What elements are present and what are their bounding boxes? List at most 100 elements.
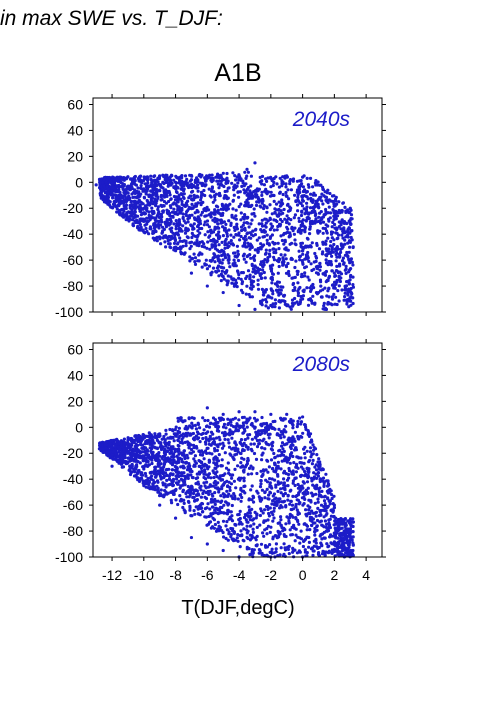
scatter-point: [217, 258, 221, 262]
scatter-point: [207, 187, 211, 191]
scatter-point: [210, 189, 214, 193]
scatter-point: [232, 258, 236, 262]
scatter-point: [322, 213, 326, 217]
scatter-point: [278, 222, 283, 227]
scatter-point: [244, 182, 248, 186]
scatter-point: [313, 533, 317, 537]
scatter-point: [133, 215, 137, 219]
scatter-point: [130, 178, 134, 182]
scatter-point: [263, 217, 267, 221]
scatter-point: [346, 290, 350, 294]
scatter-point: [226, 196, 230, 200]
scatter-point: [284, 265, 289, 269]
scatter-point: [244, 260, 248, 264]
scatter-point: [249, 184, 253, 188]
scatter-point: [159, 488, 163, 492]
scatter-point: [284, 472, 288, 476]
scatter-point: [213, 216, 217, 220]
scatter-point: [317, 215, 321, 219]
scatter-point: [277, 214, 281, 218]
data-point: [348, 206, 352, 210]
scatter-point: [208, 234, 212, 238]
scatter-point: [221, 530, 225, 535]
scatter-point: [144, 226, 148, 231]
scatter-point: [224, 222, 228, 226]
scatter-point: [279, 518, 283, 522]
scatter-point: [235, 285, 239, 289]
scatter-point: [202, 472, 206, 476]
scatter-point: [209, 230, 213, 234]
scatter-point: [203, 484, 207, 488]
data-point: [158, 219, 162, 223]
scatter-point: [183, 440, 187, 444]
scatter-point: [313, 521, 317, 525]
scatter-point: [252, 275, 256, 279]
scatter-point: [158, 462, 162, 466]
scatter-point: [343, 242, 347, 246]
scatter-point: [168, 193, 172, 197]
scatter-point: [181, 216, 185, 220]
scatter-point: [159, 242, 163, 246]
scatter-point: [189, 223, 193, 227]
scatter-point: [256, 249, 260, 253]
scatter-point: [310, 268, 314, 273]
scatter-point: [249, 204, 253, 209]
scatter-point: [135, 472, 139, 476]
scatter-point: [321, 220, 326, 224]
scatter-point: [315, 518, 320, 523]
scatter-point: [143, 175, 148, 179]
scatter-point: [180, 441, 184, 445]
scatter-point: [166, 181, 171, 185]
scatter-point: [232, 185, 236, 189]
scatter-point: [350, 238, 354, 242]
scatter-point: [276, 280, 280, 284]
scatter-point: [162, 200, 167, 204]
scatter-point: [210, 186, 214, 190]
scatter-point: [161, 173, 165, 177]
scatter-point: [228, 265, 232, 269]
scatter-point: [151, 187, 155, 191]
scatter-point: [185, 209, 189, 213]
scatter-point: [221, 249, 225, 253]
scatter-point: [133, 219, 137, 223]
scatter-point: [268, 506, 272, 510]
scatter-point: [196, 183, 200, 187]
scatter-point: [289, 452, 293, 456]
scatter-point: [349, 235, 353, 240]
scatter-point: [142, 217, 146, 221]
scatter-point: [148, 225, 152, 229]
data-point: [332, 271, 336, 275]
scatter-point: [124, 187, 128, 191]
scatter-point: [349, 295, 353, 299]
scatter-point: [239, 499, 243, 503]
scatter-point: [164, 432, 168, 436]
scatter-point: [241, 421, 245, 425]
scatter-point: [173, 198, 178, 202]
scatter-point: [226, 253, 230, 257]
scatter-point: [239, 476, 243, 480]
scatter-point: [285, 214, 289, 218]
scatter-point: [250, 233, 254, 237]
point-cloud: [97, 170, 355, 311]
scatter-point: [250, 262, 254, 266]
scatter-point: [191, 476, 195, 480]
scatter-point: [101, 198, 105, 202]
scatter-point: [268, 530, 272, 535]
scatter-point: [332, 531, 336, 535]
data-point: [316, 290, 321, 295]
scatter-point: [136, 186, 140, 190]
scatter-point: [121, 200, 125, 204]
scatter-point: [320, 252, 324, 256]
scatter-point: [218, 438, 222, 442]
scatter-point: [190, 231, 194, 235]
scatter-point: [252, 495, 256, 500]
scatter-point: [164, 222, 168, 226]
scatter-point: [165, 211, 169, 215]
scatter-point: [195, 194, 199, 198]
scatter-point: [297, 502, 301, 506]
scatter-point: [208, 507, 212, 511]
scatter-point: [264, 225, 268, 229]
scatter-point: [225, 520, 229, 524]
scatter-point: [224, 208, 228, 212]
scatter-point: [149, 216, 153, 220]
